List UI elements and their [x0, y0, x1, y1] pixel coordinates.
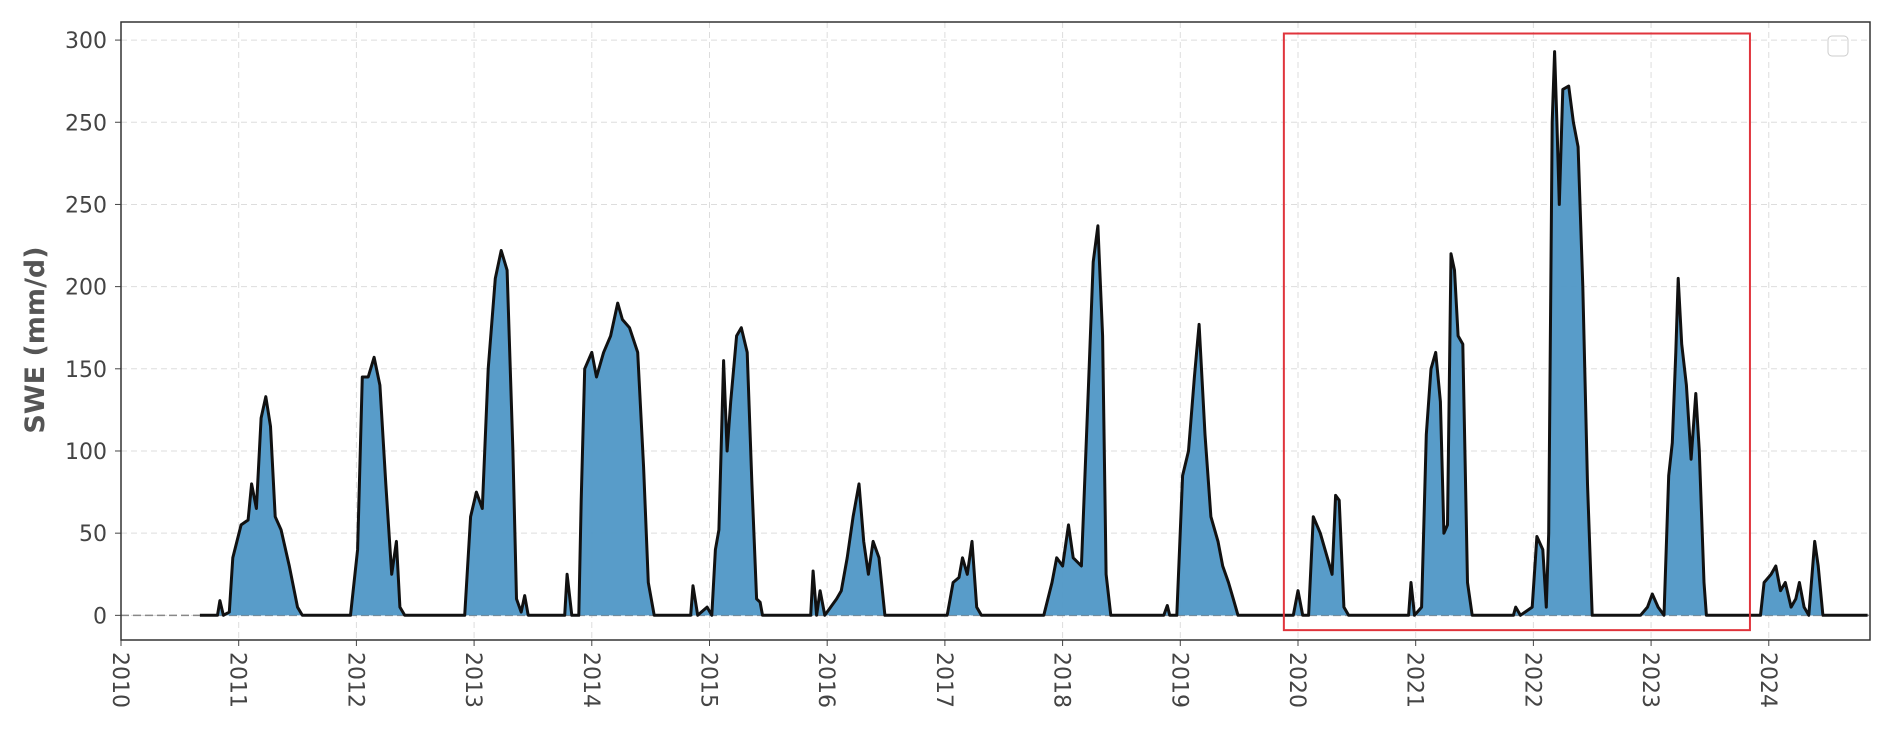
x-tick-label: 2018: [1049, 652, 1074, 708]
x-tick-label: 2022: [1519, 652, 1544, 708]
y-tick-label: 0: [93, 604, 107, 629]
x-tick-label: 2019: [1166, 652, 1191, 708]
legend-box: [1827, 35, 1849, 57]
y-tick-label: 50: [79, 522, 107, 547]
x-tick-label: 2010: [107, 652, 132, 708]
y-tick-label: 250: [65, 111, 107, 136]
x-tick-label: 2024: [1755, 652, 1780, 708]
x-tick-label: 2013: [460, 652, 485, 708]
y-axis-label: SWE (mm/d): [20, 246, 51, 433]
x-tick-label: 2023: [1637, 652, 1662, 708]
x-tick-label: 2021: [1402, 652, 1427, 708]
x-tick-label: 2011: [225, 652, 250, 708]
plot-frame: [120, 21, 1871, 641]
x-tick-label: 2017: [931, 652, 956, 708]
y-tick-label: 250: [65, 193, 107, 218]
y-tick-label: 200: [65, 276, 107, 301]
y-tick-label: 300: [65, 29, 107, 54]
x-tick-label: 2020: [1284, 652, 1309, 708]
x-tick-label: 2015: [695, 652, 720, 708]
area: [199, 51, 1868, 616]
x-tick-label: 2016: [813, 652, 838, 708]
x-tick-label: 2012: [342, 652, 367, 708]
y-tick-label: 100: [65, 440, 107, 465]
line: [199, 50, 1868, 617]
highlight-box: [1282, 32, 1751, 632]
y-tick-label: 150: [65, 358, 107, 383]
x-tick-label: 2014: [578, 652, 603, 708]
